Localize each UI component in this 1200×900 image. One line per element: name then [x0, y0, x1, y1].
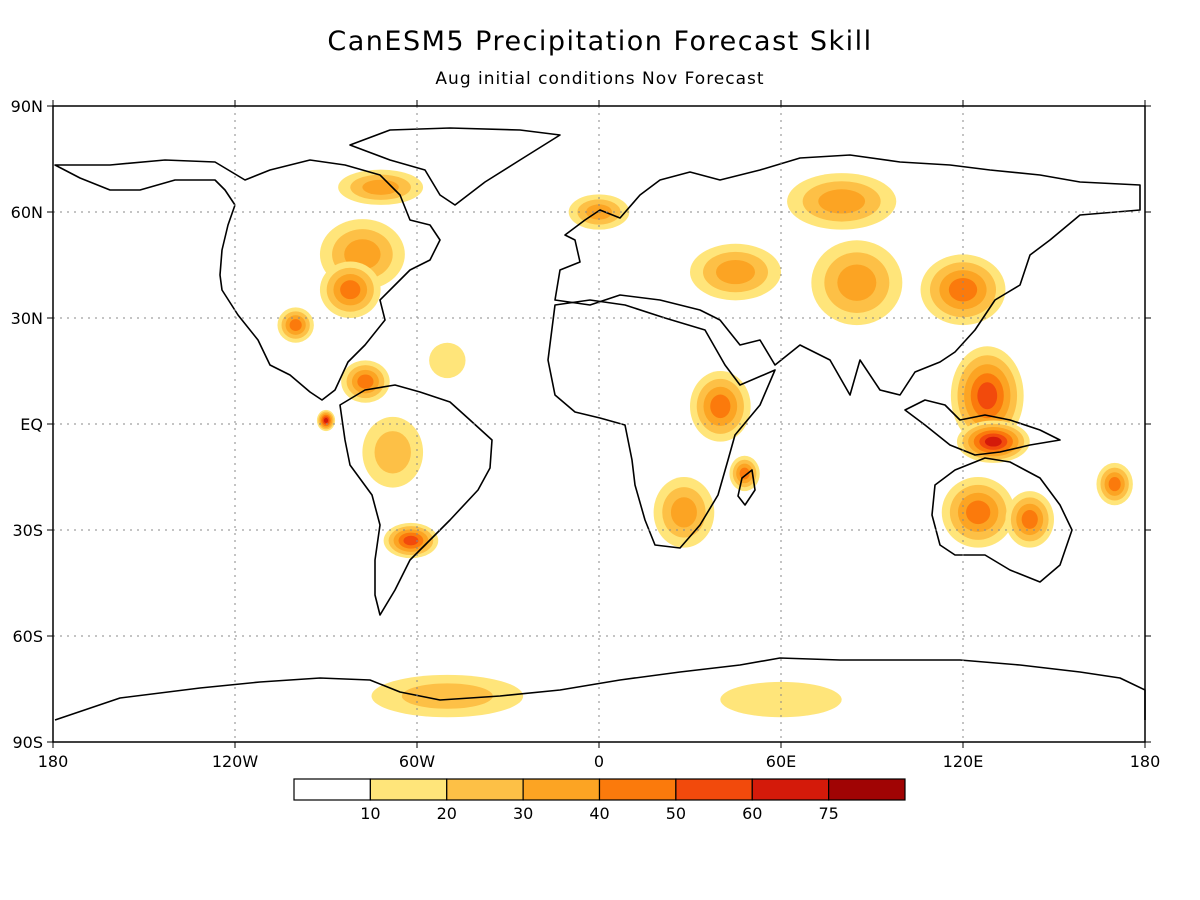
skill-region-9-level-1 — [429, 342, 466, 379]
antarctica-coastline — [54, 657, 1146, 721]
lon-tick-label: 120W — [212, 752, 259, 771]
colorbar-label: 60 — [742, 804, 762, 823]
chart-title: CanESM5 Precipitation Forecast Skill — [327, 26, 873, 57]
skill-region-16-level-3 — [837, 264, 877, 301]
skill-region-13-level-3 — [670, 497, 697, 528]
colorbar-label: 40 — [589, 804, 609, 823]
map-ticks — [47, 100, 1151, 748]
lon-tick-label: 180 — [1130, 752, 1161, 771]
skill-region-24-level-1 — [720, 681, 842, 718]
tick-labels: 180 120W 60W 0 60E 120E 180 90N 60N 30N EQ 30S 60S 90… — [11, 97, 1161, 771]
lat-tick-label: 30S — [12, 521, 43, 540]
australia-coastline — [931, 457, 1073, 583]
lon-tick-label: 60E — [766, 752, 796, 771]
chart-subtitle: Aug initial conditions Nov Forecast — [435, 69, 765, 89]
africa-coastline — [547, 299, 776, 549]
skill-region-4-level-4 — [289, 319, 302, 331]
skill-region-23-level-2 — [401, 683, 493, 709]
lat-tick-label: EQ — [20, 415, 43, 434]
skill-field — [277, 169, 1133, 718]
lat-tick-label: 60N — [11, 203, 43, 222]
skill-region-6-level-6 — [323, 418, 329, 423]
skill-region-3-level-4 — [340, 280, 361, 300]
lat-tick-label: 60S — [12, 627, 43, 646]
skill-region-7-level-2 — [374, 431, 411, 474]
colorbar-bin — [598, 778, 677, 801]
south-america-coastline — [339, 384, 493, 616]
colorbar: 10 20 30 40 50 60 75 — [293, 778, 906, 823]
skill-region-21-level-4 — [1021, 509, 1038, 529]
skill-region-15-level-3 — [818, 189, 866, 214]
indonesia-coastline — [904, 399, 1061, 456]
madagascar-coastline — [737, 469, 756, 506]
skill-region-18-level-5 — [977, 382, 998, 410]
colorbar-label: 10 — [360, 804, 380, 823]
lat-tick-label: 90S — [12, 733, 43, 752]
colorbar-bin — [675, 778, 753, 801]
colorbar-bin — [446, 778, 524, 801]
colorbar-bin — [369, 778, 448, 801]
north-america-coastline — [54, 159, 441, 401]
skill-region-14-level-4 — [739, 467, 750, 480]
skill-region-20-level-4 — [966, 500, 991, 525]
skill-region-19-level-6 — [984, 436, 1002, 447]
colorbar-label: 30 — [513, 804, 533, 823]
colorbar-label: 20 — [437, 804, 457, 823]
skill-region-5-level-4 — [357, 374, 374, 389]
graticule — [53, 106, 1145, 742]
skill-region-12-level-4 — [710, 394, 731, 419]
colorbar-bin — [293, 778, 371, 801]
lat-tick-label: 30N — [11, 309, 43, 328]
skill-region-11-level-3 — [716, 259, 755, 285]
coastlines — [54, 127, 1146, 721]
lon-tick-label: 120E — [943, 752, 984, 771]
colorbar-bin — [751, 778, 830, 801]
colorbar-bin — [522, 778, 601, 801]
skill-region-1-level-3 — [362, 179, 399, 195]
lat-tick-label: 90N — [11, 97, 43, 116]
colorbar-label: 75 — [818, 804, 838, 823]
colorbar-label: 50 — [666, 804, 686, 823]
skill-region-22-level-4 — [1108, 477, 1121, 492]
colorbar-bin — [828, 778, 906, 801]
lon-tick-label: 60W — [399, 752, 435, 771]
eurasia-coastline — [554, 154, 1141, 396]
lon-tick-label: 180 — [38, 752, 69, 771]
greenland-coastline — [349, 127, 561, 206]
lon-tick-label: 0 — [594, 752, 604, 771]
skill-region-8-level-5 — [403, 535, 419, 546]
